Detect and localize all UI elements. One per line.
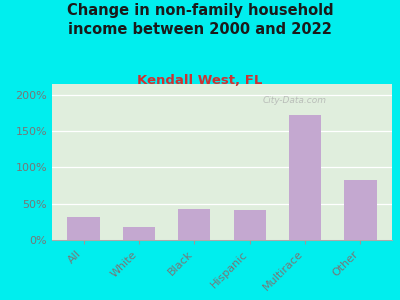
Text: Change in non-family household
income between 2000 and 2022: Change in non-family household income be…: [67, 3, 333, 37]
Text: Kendall West, FL: Kendall West, FL: [137, 74, 263, 86]
Bar: [68, 217, 100, 240]
Bar: [289, 115, 321, 240]
Bar: [344, 180, 376, 240]
Bar: [178, 209, 210, 240]
Bar: [123, 227, 155, 240]
Bar: [234, 209, 266, 240]
Text: City-Data.com: City-Data.com: [263, 97, 327, 106]
